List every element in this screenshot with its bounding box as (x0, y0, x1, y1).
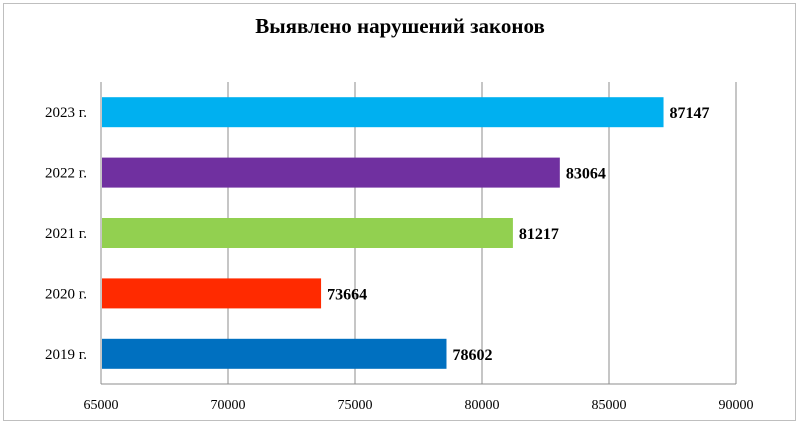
chart-title: Выявлено нарушений законов (255, 14, 545, 38)
category-label: 2021 г. (45, 226, 87, 242)
bar (102, 97, 664, 128)
data-label: 87147 (670, 105, 710, 122)
data-label: 73664 (327, 286, 367, 303)
data-label: 81217 (519, 226, 559, 243)
category-label: 2019 г. (45, 347, 87, 363)
data-label: 78602 (452, 347, 492, 364)
x-tick-label: 75000 (338, 398, 373, 413)
data-label: 83064 (566, 166, 606, 183)
x-tick-label: 80000 (465, 398, 500, 413)
bar (102, 218, 513, 248)
bar (102, 338, 447, 369)
x-tick-label: 65000 (84, 398, 119, 413)
category-label: 2023 г. (45, 105, 87, 121)
x-tick-label: 90000 (719, 398, 754, 413)
bar (102, 278, 322, 309)
x-tick-label: 85000 (592, 398, 627, 413)
category-label: 2022 г. (45, 166, 87, 182)
x-tick-label: 70000 (211, 398, 246, 413)
bar (102, 157, 560, 188)
category-label: 2020 г. (45, 286, 87, 302)
